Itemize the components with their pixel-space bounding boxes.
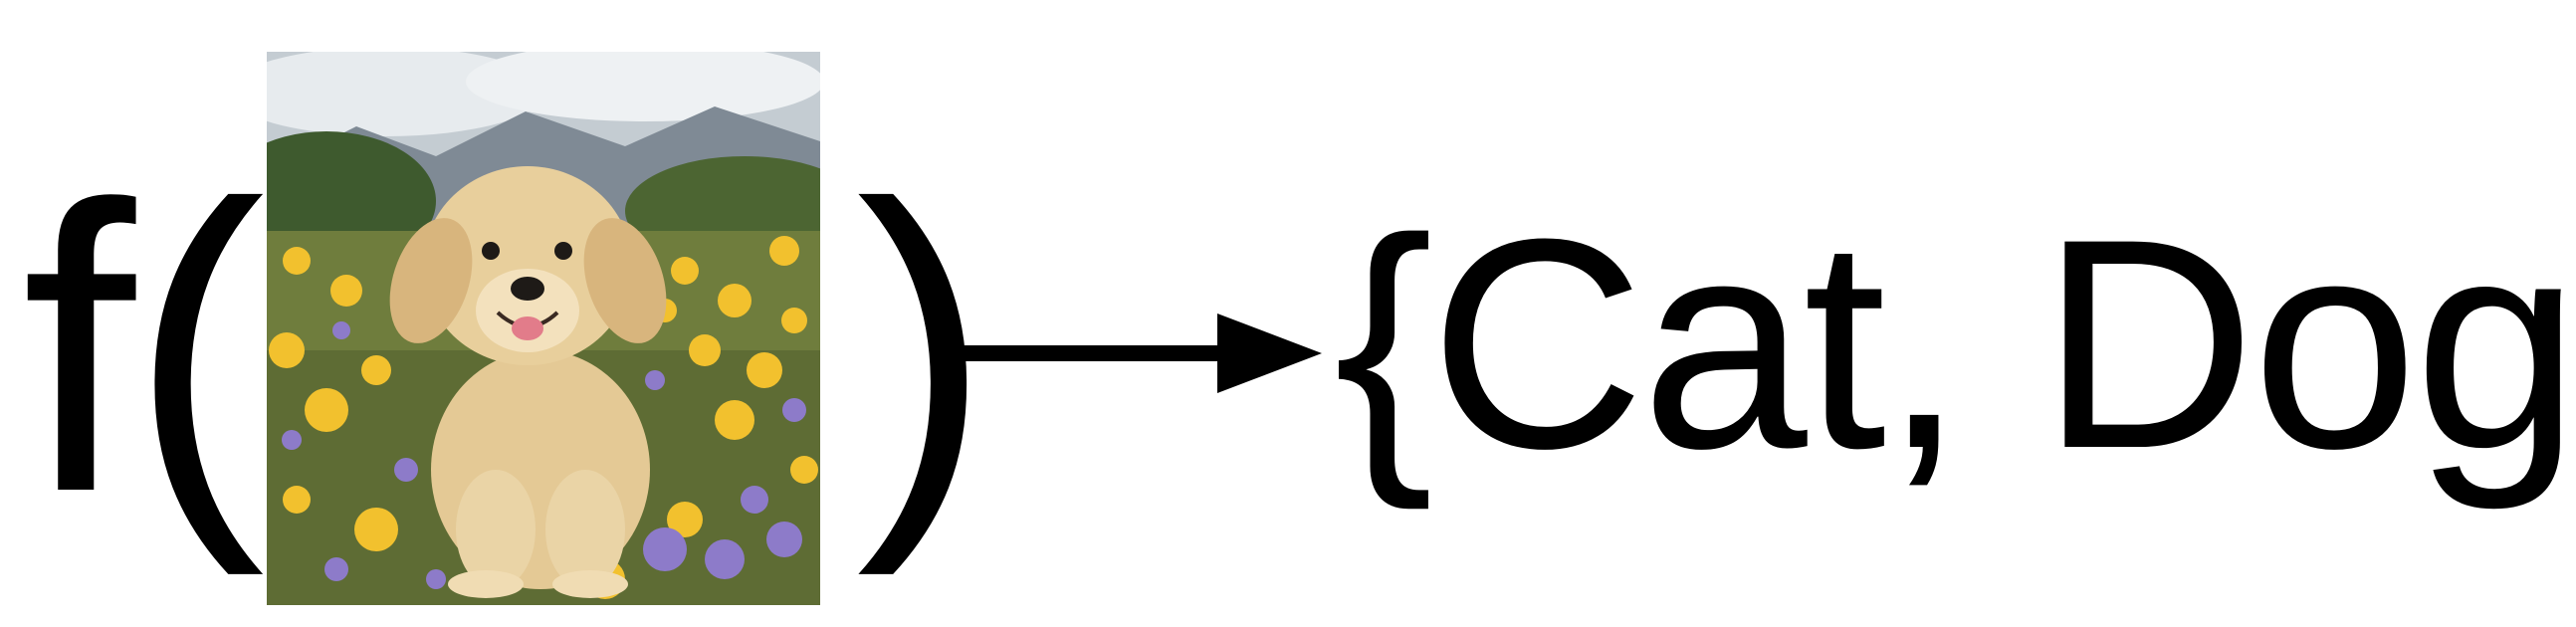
puppy-photo-icon [267,52,820,605]
open-parenthesis: ( [129,120,266,576]
right-arrow-icon [964,299,1322,408]
puppy-image [267,52,820,605]
output-class-set: {Cat, Dog} [1334,176,2576,511]
function-name: f [22,120,135,576]
